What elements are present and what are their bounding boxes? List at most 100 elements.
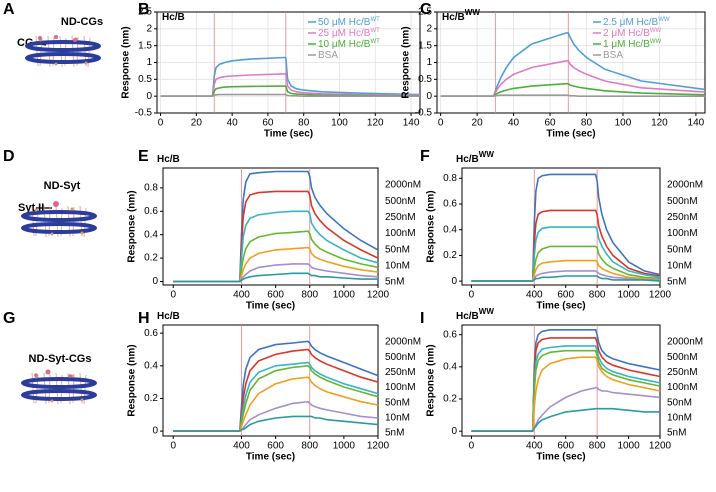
legend-entry: 500nM bbox=[385, 196, 416, 207]
y-tick-label: 2 bbox=[426, 23, 432, 34]
x-tick-label: 600 bbox=[557, 441, 574, 452]
y-tick-label: 0.5 bbox=[138, 74, 152, 85]
x-tick-label: 400 bbox=[526, 290, 543, 301]
series-line bbox=[440, 94, 705, 97]
legend-entry: 25 μM Hc/BWT bbox=[318, 28, 380, 39]
y-axis-label: Response (nm) bbox=[121, 26, 132, 98]
y-tick-label: -0.5 bbox=[135, 108, 153, 119]
chart-title: Hc/BWW bbox=[456, 307, 494, 322]
x-tick-label: 800 bbox=[589, 290, 606, 301]
illustration-label: ND-Syt bbox=[44, 180, 81, 192]
x-axis-label: Time (sec) bbox=[246, 301, 295, 312]
y-tick-label: 0.6 bbox=[443, 199, 457, 210]
x-tick-label: 120 bbox=[651, 118, 668, 129]
panel-label: A bbox=[3, 1, 15, 18]
x-axis-label: Time (sec) bbox=[546, 129, 595, 140]
title-superscript: WW bbox=[479, 307, 495, 316]
series-line bbox=[173, 246, 379, 283]
x-tick-label: 120 bbox=[367, 118, 384, 129]
title-superscript: WW bbox=[465, 8, 481, 17]
series-line bbox=[173, 415, 379, 432]
legend-text: BSA bbox=[603, 50, 623, 61]
legend-entry: 1 μM Hc/BWW bbox=[603, 39, 662, 50]
x-tick-label: 40 bbox=[508, 118, 520, 129]
x-tick-label: 40 bbox=[227, 118, 239, 129]
y-tick-label: 0.6 bbox=[144, 328, 158, 339]
title-text: Hc/B bbox=[162, 12, 185, 23]
y-tick-label: 0.6 bbox=[144, 206, 158, 217]
legend-entry: 2 μM Hc/BWW bbox=[603, 28, 662, 39]
panel-label: C bbox=[420, 1, 432, 18]
legend-entry: 10nM bbox=[385, 260, 410, 271]
legend-text: 10 μM Hc/B bbox=[318, 39, 371, 50]
y-tick-label: 1.5 bbox=[138, 40, 152, 51]
plot-frame bbox=[162, 324, 379, 437]
y-tick-label: 0.4 bbox=[144, 360, 158, 371]
legend-entry: 2000nM bbox=[667, 180, 703, 191]
series-line bbox=[471, 209, 661, 282]
plot-frame bbox=[461, 324, 661, 437]
x-tick-label: 1000 bbox=[333, 441, 356, 452]
legend-entry: 5nM bbox=[385, 277, 404, 288]
panel-label: H bbox=[138, 310, 150, 327]
legend-entry: 2.5 μM Hc/BWW bbox=[603, 17, 670, 28]
series-line bbox=[160, 73, 421, 97]
legend-superscript: WT bbox=[370, 28, 380, 34]
legend-text: 2.5 μM Hc/B bbox=[603, 17, 659, 28]
x-tick-label: 1200 bbox=[649, 441, 672, 452]
x-tick-label: 60 bbox=[262, 118, 274, 129]
legend-superscript: WT bbox=[370, 17, 380, 23]
series-line bbox=[173, 263, 379, 283]
y-tick-label: 0.2 bbox=[144, 253, 158, 264]
legend-entry: 500nM bbox=[667, 352, 698, 363]
y-axis-label: Response (nm) bbox=[426, 190, 437, 262]
x-tick-label: 1000 bbox=[617, 290, 640, 301]
x-tick-label: 600 bbox=[267, 441, 284, 452]
legend-entry: 250nM bbox=[667, 212, 698, 223]
x-tick-label: 400 bbox=[526, 441, 543, 452]
series-line bbox=[440, 60, 706, 97]
legend-entry: 50nM bbox=[667, 244, 692, 255]
series-line bbox=[173, 376, 379, 432]
x-tick-label: 60 bbox=[544, 118, 556, 129]
series-line bbox=[440, 82, 706, 97]
y-tick-label: 0.4 bbox=[443, 361, 457, 372]
chart-title: Hc/BWW bbox=[456, 150, 494, 165]
series-line bbox=[471, 259, 661, 282]
y-tick-label: 1 bbox=[426, 57, 432, 68]
legend-entry: 500nM bbox=[667, 196, 698, 207]
y-tick-label: 0.2 bbox=[443, 394, 457, 405]
plot-frame bbox=[162, 167, 379, 286]
x-tick-label: 1000 bbox=[617, 441, 640, 452]
y-tick-label: 0 bbox=[152, 426, 158, 437]
series-line bbox=[173, 170, 379, 283]
legend-entry: 10nM bbox=[667, 412, 692, 423]
series-line bbox=[173, 364, 379, 432]
series-line bbox=[471, 407, 660, 432]
x-tick-label: 80 bbox=[581, 118, 593, 129]
title-text: Hc/B bbox=[157, 311, 180, 322]
x-tick-label: 0 bbox=[469, 290, 475, 301]
x-tick-label: 0 bbox=[170, 290, 176, 301]
x-tick-label: 0 bbox=[170, 441, 176, 452]
series-line bbox=[471, 337, 661, 432]
illustration-label: ND-Syt-CGs bbox=[29, 353, 92, 365]
series-line bbox=[471, 386, 661, 432]
legend-entry: 100nM bbox=[667, 382, 698, 393]
legend-superscript: WW bbox=[658, 17, 670, 23]
y-tick-label: 0.2 bbox=[443, 250, 457, 261]
x-tick-label: 400 bbox=[233, 441, 250, 452]
panel-label: E bbox=[138, 148, 149, 165]
series-line bbox=[173, 340, 379, 432]
title-text: Hc/B bbox=[456, 311, 479, 322]
legend-entry: 500nM bbox=[385, 352, 416, 363]
panel-label: I bbox=[420, 310, 424, 327]
legend-entry: 100nM bbox=[385, 382, 416, 393]
x-tick-label: 100 bbox=[615, 118, 632, 129]
title-superscript: WW bbox=[479, 150, 495, 159]
legend-entry: 10nM bbox=[385, 412, 410, 423]
title-text: Hc/B bbox=[157, 154, 180, 165]
y-axis-label: Response (nm) bbox=[426, 344, 437, 416]
panel-label: B bbox=[138, 1, 150, 18]
